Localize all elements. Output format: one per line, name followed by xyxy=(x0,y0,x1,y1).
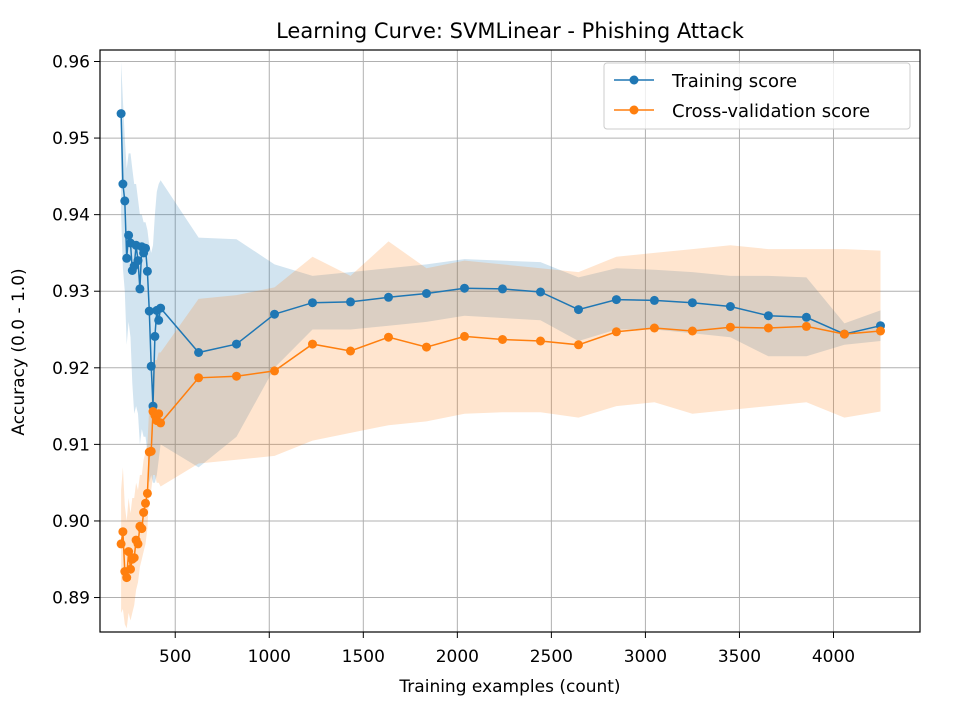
series-1-point xyxy=(194,373,204,383)
series-1-point xyxy=(876,326,885,336)
series-1-point xyxy=(308,339,317,349)
axis-ticks: 500 1000 1500 2000 2500 3000 3500 4000 0.89 0.90 0… xyxy=(52,52,855,667)
x-axis-label: Training examples (count) xyxy=(398,677,620,697)
series-1-point xyxy=(725,322,735,332)
series-0-point xyxy=(232,339,241,349)
series-1-point xyxy=(536,336,545,346)
series-0-point xyxy=(194,348,204,357)
series-1-point xyxy=(116,539,126,549)
series-1-point xyxy=(137,524,147,534)
series-1-point xyxy=(154,409,164,419)
series-0-std-band xyxy=(121,61,881,483)
series-0-point xyxy=(611,295,621,305)
series-0-point xyxy=(801,312,811,322)
series-0-point xyxy=(120,196,130,206)
series-1-point xyxy=(839,329,849,339)
series-0-point xyxy=(142,266,152,276)
y-tick-label: 0.92 xyxy=(52,359,90,379)
legend: Training score Cross-validation score xyxy=(603,62,911,130)
x-tick-label: 2500 xyxy=(530,647,573,667)
series-1-point xyxy=(118,527,128,537)
series-0-point xyxy=(498,284,507,294)
y-tick-label: 0.94 xyxy=(52,206,90,226)
series-1-point xyxy=(270,366,279,376)
series-1-point xyxy=(122,573,132,583)
series-1-point xyxy=(232,371,241,381)
series-0-point xyxy=(725,302,735,311)
y-tick-label: 0.96 xyxy=(52,52,90,72)
series-0-point xyxy=(460,283,469,293)
series-0-point xyxy=(146,361,156,371)
series-0-point xyxy=(270,309,279,319)
x-tick-label: 3500 xyxy=(718,647,761,667)
x-tick-label: 2000 xyxy=(436,647,479,667)
series-1-point xyxy=(763,323,773,333)
y-tick-label: 0.91 xyxy=(52,435,90,455)
series-0-point xyxy=(141,243,150,253)
series-1-point xyxy=(346,346,355,356)
x-tick-label: 1000 xyxy=(248,647,291,667)
series-0-point xyxy=(308,298,317,308)
series-1-point xyxy=(156,418,166,428)
series-0-point xyxy=(133,256,143,266)
series-0-point xyxy=(118,179,128,189)
y-tick-label: 0.95 xyxy=(52,129,90,149)
series-0-point xyxy=(574,305,583,315)
series-0-point xyxy=(422,289,431,298)
series-0-point xyxy=(763,311,773,321)
series-0-point xyxy=(135,284,145,294)
series-0-point xyxy=(124,230,134,240)
series-1-point xyxy=(422,342,431,352)
series-0-point xyxy=(346,297,355,307)
series-0-point xyxy=(649,295,659,305)
y-tick-label: 0.93 xyxy=(52,282,90,302)
legend-training-label: Training score xyxy=(671,71,797,92)
series-0-point xyxy=(122,253,132,263)
series-1-point xyxy=(649,323,659,333)
series-markers xyxy=(116,109,885,583)
series-1-point xyxy=(801,321,811,331)
legend-cv-label: Cross-validation score xyxy=(672,101,870,122)
series-1-point xyxy=(687,326,697,336)
series-1-point xyxy=(574,340,583,350)
series-1-point xyxy=(146,446,156,456)
y-axis-label: Accuracy (0.0 - 1.0) xyxy=(9,268,29,435)
chart-title: Learning Curve: SVMLinear - Phishing Att… xyxy=(276,19,745,43)
series-0-point xyxy=(384,292,393,302)
series-0-point xyxy=(150,331,160,341)
x-tick-label: 500 xyxy=(159,647,191,667)
axes-frame xyxy=(99,49,921,633)
y-tick-label: 0.89 xyxy=(52,589,90,609)
series-0-point xyxy=(116,109,126,119)
x-tick-label: 4000 xyxy=(812,647,855,667)
series-1-point xyxy=(498,335,507,344)
y-tick-label: 0.90 xyxy=(52,512,90,532)
legend-box xyxy=(603,62,911,130)
series-0-point xyxy=(156,303,166,313)
series-1-point xyxy=(142,488,152,498)
series-0-point xyxy=(687,298,697,308)
x-tick-label: 3000 xyxy=(624,647,667,667)
series-0-point xyxy=(536,287,545,297)
series-1-point xyxy=(129,553,139,563)
std-bands xyxy=(121,61,881,629)
series-1-point xyxy=(124,547,134,557)
series-1-point xyxy=(384,332,393,342)
series-1-point xyxy=(460,331,469,341)
x-tick-label: 1500 xyxy=(342,647,385,667)
legend-training-marker xyxy=(629,75,639,85)
series-1-point xyxy=(139,508,149,517)
series-1-point xyxy=(611,327,621,337)
series-0-point xyxy=(154,315,164,325)
series-0-point xyxy=(144,306,154,316)
series-1-point xyxy=(133,539,143,549)
series-1-std-band xyxy=(121,241,881,629)
series-1-point xyxy=(141,498,150,508)
grid-lines xyxy=(100,50,920,632)
series-1-point xyxy=(126,564,135,574)
legend-cv-marker xyxy=(629,105,639,115)
